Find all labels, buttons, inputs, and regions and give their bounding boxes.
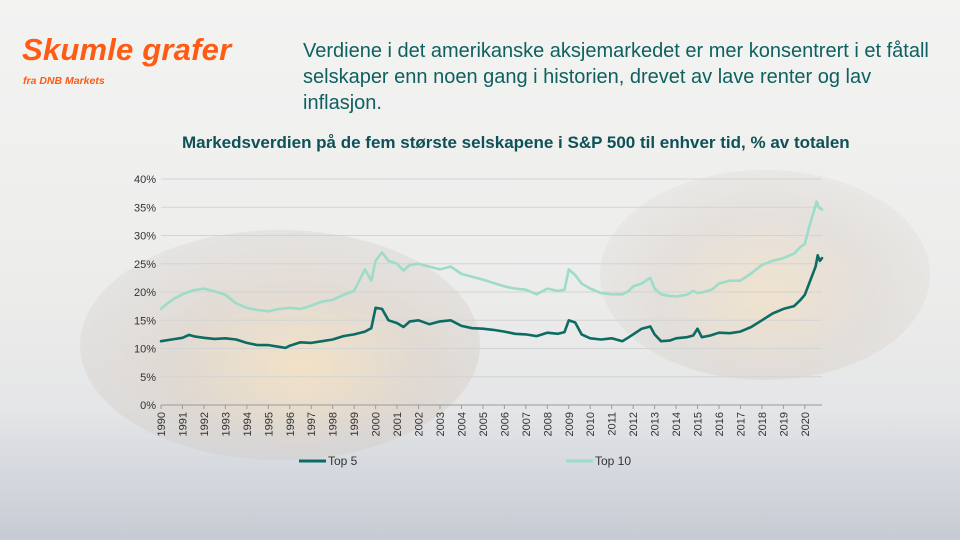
x-tick-label: 2013 bbox=[650, 412, 662, 436]
x-tick-label: 2002 bbox=[414, 412, 426, 436]
brand-subtitle: fra DNB Markets bbox=[23, 75, 105, 87]
y-tick-label: 25% bbox=[134, 259, 156, 271]
brand-title: Skumle grafer bbox=[22, 32, 232, 67]
y-tick-label: 0% bbox=[140, 400, 156, 412]
x-tick-label: 1993 bbox=[220, 412, 232, 436]
y-tick-label: 35% bbox=[134, 202, 156, 214]
x-tick-label: 2007 bbox=[521, 412, 533, 436]
x-tick-label: 1990 bbox=[156, 412, 168, 436]
x-tick-label: 1994 bbox=[242, 412, 254, 436]
x-tick-label: 2009 bbox=[564, 412, 576, 436]
background-floor bbox=[0, 410, 960, 540]
x-tick-label: 1995 bbox=[263, 412, 275, 436]
x-tick-label: 2018 bbox=[757, 412, 769, 436]
chart-title: Markedsverdien på de fem største selskap… bbox=[182, 133, 850, 152]
x-tick-label: 2003 bbox=[435, 412, 447, 436]
x-tick-label: 1996 bbox=[285, 412, 297, 436]
x-tick-label: 1998 bbox=[328, 412, 340, 436]
x-tick-label: 1999 bbox=[349, 412, 361, 436]
x-tick-label: 2015 bbox=[693, 412, 705, 436]
x-tick-label: 1992 bbox=[199, 412, 211, 436]
y-tick-label: 20% bbox=[134, 287, 156, 299]
series-line-top-5 bbox=[159, 254, 824, 350]
x-tick-label: 2019 bbox=[778, 412, 790, 436]
pumpkin-right-image bbox=[600, 170, 930, 380]
x-tick-label: 2014 bbox=[671, 412, 683, 436]
x-tick-label: 1991 bbox=[177, 412, 189, 436]
x-tick-label: 1997 bbox=[306, 412, 318, 436]
x-tick-label: 2016 bbox=[714, 412, 726, 436]
y-tick-label: 10% bbox=[134, 344, 156, 356]
y-tick-label: 15% bbox=[134, 315, 156, 327]
legend-label-top-5: Top 5 bbox=[328, 454, 358, 468]
x-tick-label: 2012 bbox=[628, 412, 640, 436]
series-line-top-10 bbox=[159, 200, 824, 313]
legend-label-top-10: Top 10 bbox=[595, 454, 631, 468]
x-tick-label: 2006 bbox=[499, 412, 511, 436]
x-tick-label: 2017 bbox=[735, 412, 747, 436]
x-tick-label: 2000 bbox=[371, 412, 383, 436]
slide-headline: Verdiene i det amerikanske aksjemarkedet… bbox=[303, 40, 929, 114]
x-tick-label: 2008 bbox=[542, 412, 554, 436]
y-tick-label: 40% bbox=[134, 174, 156, 186]
y-tick-label: 5% bbox=[140, 372, 156, 384]
y-tick-label: 30% bbox=[134, 231, 156, 243]
x-tick-label: 2020 bbox=[800, 412, 812, 436]
x-tick-label: 2011 bbox=[607, 412, 619, 436]
x-tick-label: 2004 bbox=[456, 412, 468, 436]
x-tick-label: 2005 bbox=[478, 412, 490, 436]
x-tick-label: 2010 bbox=[585, 412, 597, 436]
x-tick-label: 2001 bbox=[392, 412, 404, 436]
